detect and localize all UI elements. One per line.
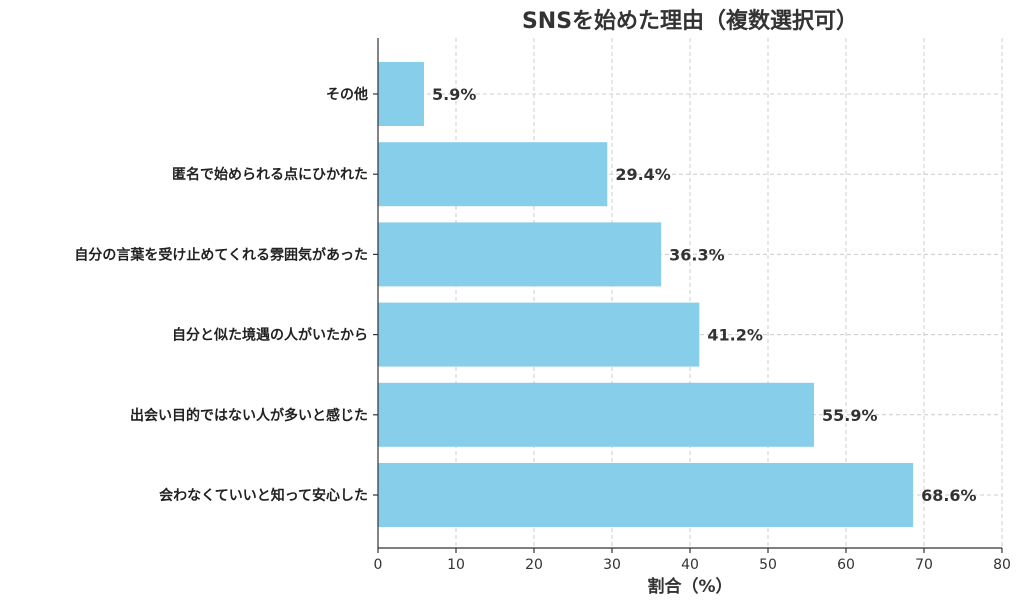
- data-label: 68.6%: [921, 486, 977, 505]
- data-label: 41.2%: [707, 326, 763, 345]
- category-label: その他: [326, 86, 368, 103]
- category-label: 匿名で始められる点にひかれた: [172, 166, 368, 183]
- data-label: 5.9%: [432, 85, 476, 104]
- x-tick-label: 40: [681, 557, 699, 573]
- bar: [378, 382, 815, 447]
- x-tick-label: 30: [603, 557, 621, 573]
- bar: [378, 142, 608, 207]
- bar: [378, 222, 662, 287]
- bars-layer: [378, 62, 914, 527]
- category-label: 自分と似た境遇の人がいたから: [172, 327, 368, 344]
- ticks-layer: 0 10 20 30 40 50 60 70 80: [373, 93, 1011, 573]
- x-tick-label: 60: [837, 557, 855, 573]
- data-label: 55.9%: [822, 406, 878, 425]
- chart-title: SNSを始めた理由（複数選択可）: [522, 8, 858, 34]
- x-tick-label: 50: [759, 557, 777, 573]
- x-tick-label: 0: [374, 557, 383, 573]
- x-axis-label: 割合（%）: [647, 576, 732, 597]
- labels-layer: その他 5.9% 匿名で始められる点にひかれた 29.4% 自分の言葉を受け止めてくれる…: [74, 85, 976, 505]
- category-label: 会わなくていいと知って安心した: [159, 487, 368, 504]
- bar: [378, 302, 700, 367]
- bar: [378, 62, 425, 126]
- x-tick-label: 70: [915, 557, 933, 573]
- x-tick-label: 80: [993, 557, 1011, 573]
- category-label: 自分の言葉を受け止めてくれる雰囲気があった: [74, 246, 368, 263]
- category-label: 出会い目的ではない人が多いと感じた: [130, 407, 368, 424]
- x-tick-label: 10: [447, 557, 465, 573]
- bar: [378, 463, 914, 527]
- data-label: 36.3%: [669, 245, 725, 264]
- x-tick-label: 20: [525, 557, 543, 573]
- data-label: 29.4%: [615, 165, 671, 184]
